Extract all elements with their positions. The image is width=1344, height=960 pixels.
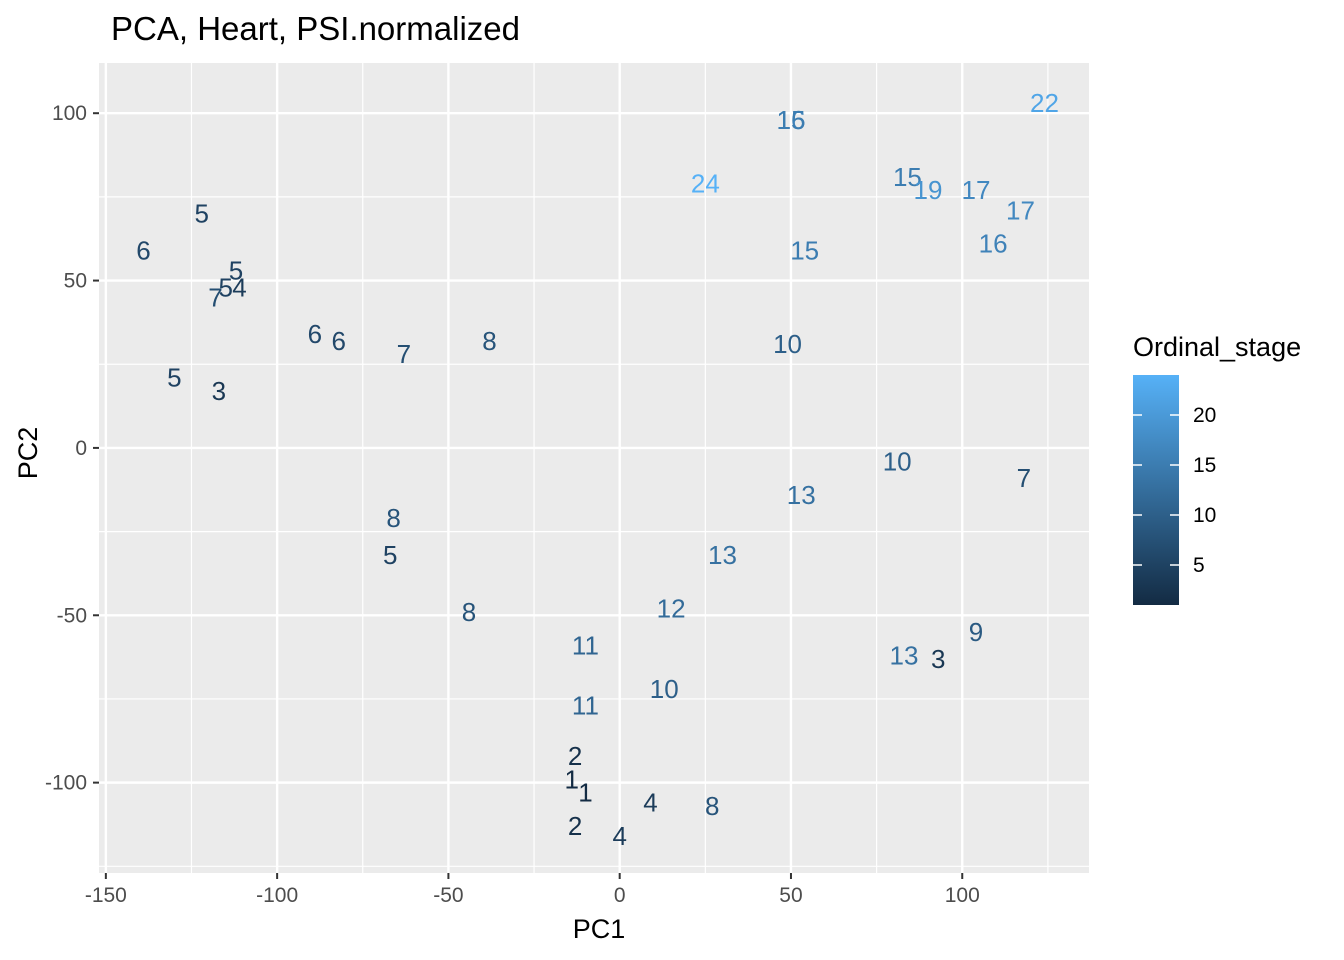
y-axis-ticks: -100 -50 0 50 100: [45, 102, 99, 795]
x-tick-label: 100: [945, 884, 980, 907]
data-point-label: 8: [462, 597, 476, 627]
data-point-label: 4: [643, 788, 657, 818]
data-point-label: 10: [773, 329, 802, 359]
data-point-label: 5: [229, 256, 243, 286]
data-point-label: 5: [383, 540, 397, 570]
y-tick-label: 50: [64, 270, 87, 293]
legend-ticks: 5 10 15 20: [1133, 404, 1216, 577]
data-point-label: 13: [787, 480, 816, 510]
data-point-label: 4: [232, 272, 246, 302]
data-point-label: 1: [564, 764, 578, 794]
x-axis-ticks: -150 -100 -50 0 50 100: [85, 873, 980, 907]
x-tick-label: 50: [779, 884, 802, 907]
legend-colorbar: [1133, 375, 1179, 605]
data-point-label: 17: [1006, 195, 1035, 225]
data-point-label: 11: [572, 691, 599, 721]
y-tick-label: 100: [52, 102, 87, 125]
data-point-label: 1: [578, 778, 592, 808]
data-point-label: 15: [893, 162, 922, 192]
color-legend: Ordinal_stage 5 10 15 20: [1133, 332, 1301, 605]
data-point-label: 5: [195, 199, 209, 229]
legend-tick-label: 20: [1193, 404, 1216, 427]
data-point-label: 12: [657, 594, 686, 624]
x-tick-label: -100: [256, 884, 298, 907]
data-point-label: 5: [167, 363, 181, 393]
data-point-label: 6: [136, 235, 150, 265]
major-gridlines: [99, 63, 1089, 873]
data-point-label: 3: [931, 644, 945, 674]
data-point-label: 2: [568, 741, 582, 771]
legend-tick-label: 5: [1193, 554, 1205, 577]
data-point-label: 16: [979, 229, 1008, 259]
x-tick-label: -50: [433, 884, 463, 907]
x-tick-label: 0: [614, 884, 626, 907]
data-point-label: 19: [914, 175, 943, 205]
data-point-label: 13: [890, 640, 919, 670]
data-point-label: 3: [212, 376, 226, 406]
data-point-label: 7: [208, 282, 222, 312]
data-point-label: 4: [612, 821, 626, 851]
data-point-label: 5: [219, 272, 233, 302]
data-point-label: 8: [386, 503, 400, 533]
y-tick-label: -50: [57, 604, 87, 627]
y-axis-title: PC2: [13, 427, 43, 480]
data-point-label: 17: [961, 175, 990, 205]
data-point-label: 10: [883, 446, 912, 476]
x-tick-label: -150: [85, 884, 127, 907]
x-axis-title: PC1: [573, 914, 626, 944]
data-point-label: 15: [790, 235, 819, 265]
minor-gridlines: [99, 63, 1089, 873]
legend-tick-label: 10: [1193, 504, 1216, 527]
data-point-label: 8: [482, 326, 496, 356]
chart-title: PCA, Heart, PSI.normalized: [111, 10, 520, 47]
data-point-label: 7: [1017, 463, 1031, 493]
data-point-label: 9: [969, 617, 983, 647]
y-tick-label: -100: [45, 772, 87, 795]
y-tick-label: 0: [75, 437, 87, 460]
plot-panel: [99, 63, 1089, 873]
data-point-label: 6: [332, 326, 346, 356]
data-point-label: 22: [1030, 88, 1059, 118]
data-point-label: 11: [572, 630, 599, 660]
data-point-label: 16: [777, 105, 806, 135]
legend-tick-label: 15: [1193, 454, 1216, 477]
data-point-label: 10: [650, 674, 679, 704]
data-point-label: 24: [691, 168, 720, 198]
data-point-label: 15: [777, 105, 806, 135]
data-point-label: 2: [568, 811, 582, 841]
legend-title: Ordinal_stage: [1133, 332, 1301, 362]
data-point-label: 13: [708, 540, 737, 570]
data-point-label: 7: [397, 339, 411, 369]
data-point-label: 8: [705, 791, 719, 821]
data-point-label: 6: [308, 319, 322, 349]
